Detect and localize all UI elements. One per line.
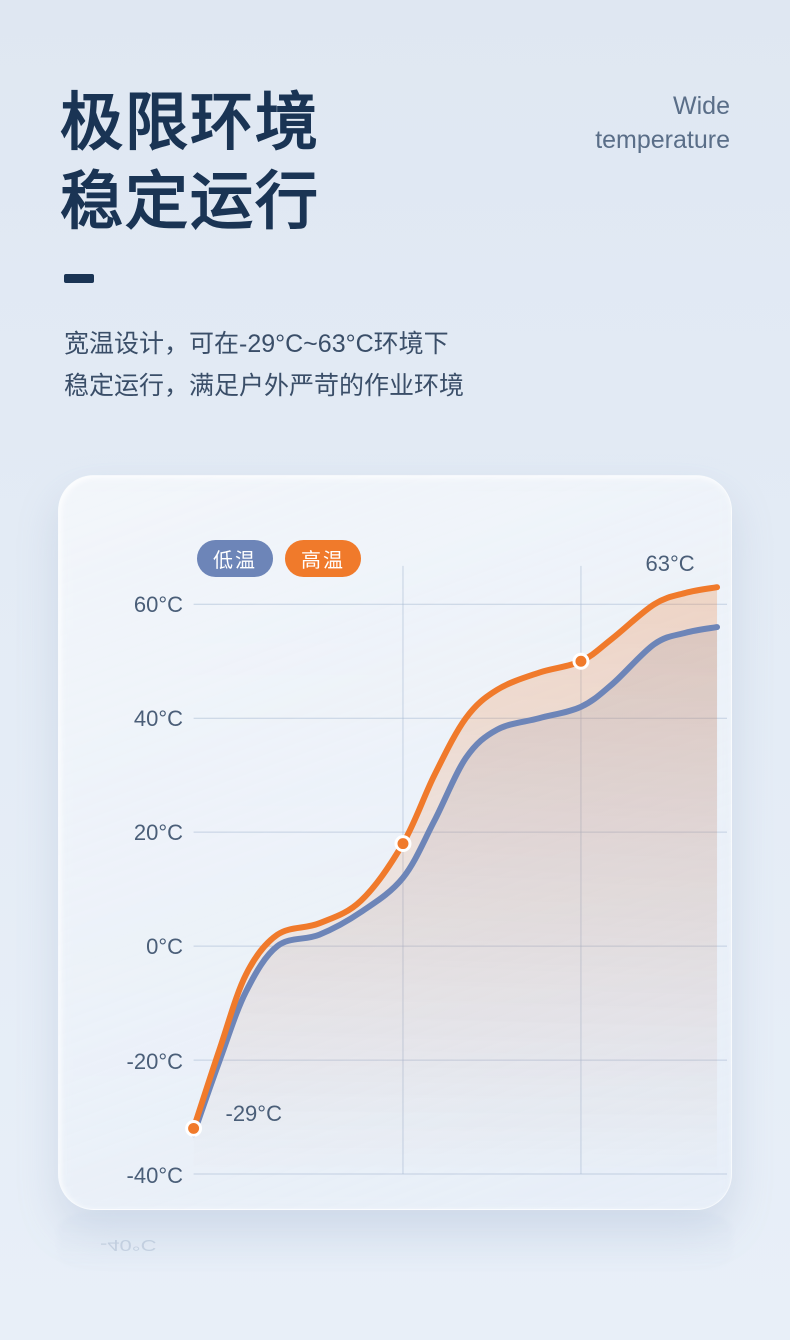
legend: 低温 高温 xyxy=(197,540,361,577)
dash-separator xyxy=(64,274,94,283)
title-cn-line2: 稳定运行 xyxy=(60,163,320,242)
description-line1: 宽温设计，可在-29°C~63°C环境下 xyxy=(64,323,730,366)
y-tick-label: -20°C xyxy=(103,1049,183,1075)
legend-low-pill: 低温 xyxy=(197,540,273,577)
callout-min: -29°C xyxy=(226,1101,282,1127)
header-row: 极限环境 稳定运行 Wide temperature xyxy=(0,0,790,242)
title-en-line1: Wide xyxy=(595,90,730,124)
card-reflection xyxy=(58,1212,732,1272)
chart-card: 低温 高温 63°C -29°C 60°C 40°C 20°C 0°C -20°C -40… xyxy=(58,475,732,1210)
y-tick-label: 40°C xyxy=(103,706,183,732)
y-tick-label: 20°C xyxy=(103,820,183,846)
reflection-label: -40°C xyxy=(100,1236,156,1254)
y-tick-label: 0°C xyxy=(103,934,183,960)
description: 宽温设计，可在-29°C~63°C环境下 稳定运行，满足户外严苛的作业环境 xyxy=(64,323,730,408)
description-line2: 稳定运行，满足户外严苛的作业环境 xyxy=(64,365,730,408)
area-high xyxy=(194,587,717,1174)
legend-high-pill: 高温 xyxy=(285,540,361,577)
y-tick-label: 60°C xyxy=(103,592,183,618)
callout-max: 63°C xyxy=(646,551,695,577)
title-en: Wide temperature xyxy=(595,90,730,158)
y-tick-label: -40°C xyxy=(103,1163,183,1189)
title-cn: 极限环境 稳定运行 xyxy=(60,84,320,242)
title-en-line2: temperature xyxy=(595,124,730,158)
title-cn-line1: 极限环境 xyxy=(60,84,320,163)
